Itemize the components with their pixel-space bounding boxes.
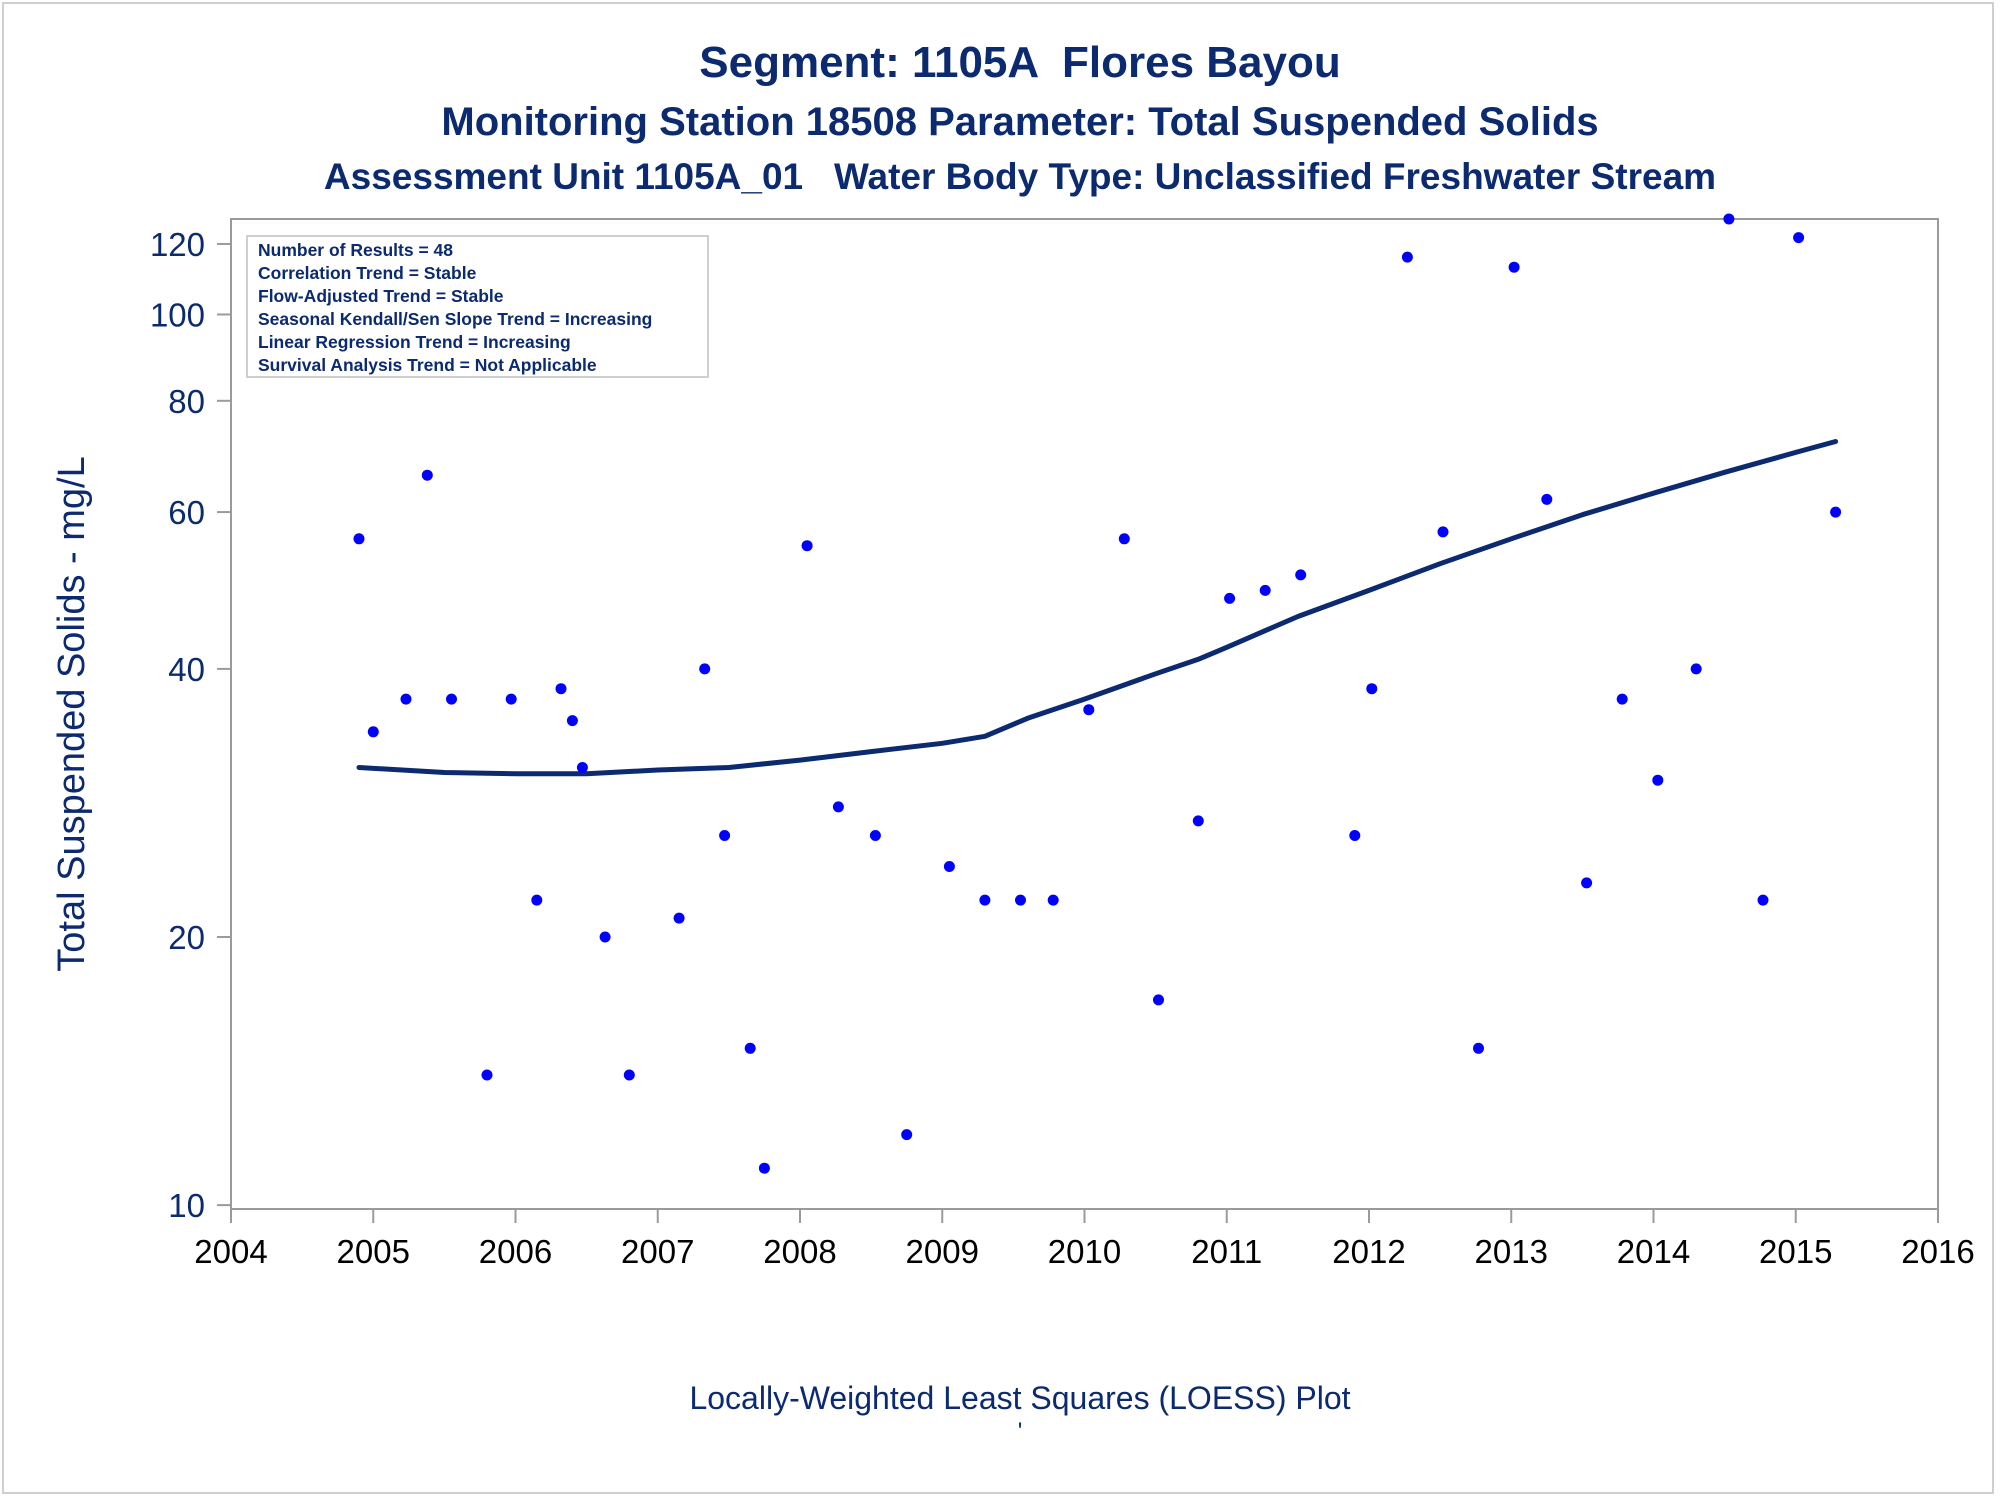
data-point xyxy=(1473,1042,1484,1054)
x-tick-label: 2006 xyxy=(479,1233,552,1270)
x-tick-label: 2009 xyxy=(906,1233,979,1270)
data-point xyxy=(1224,592,1236,604)
data-point xyxy=(832,801,844,813)
data-point xyxy=(1083,704,1095,716)
data-point xyxy=(1295,569,1307,581)
y-tick-label: 20 xyxy=(168,919,205,956)
data-point xyxy=(531,894,543,906)
data-points xyxy=(353,213,1842,1174)
stats-line: Number of Results = 48 xyxy=(258,240,453,260)
y-axis: 10 20 40 60 80 100 120 xyxy=(150,226,231,1224)
footer-caption: Locally-Weighted Least Squares (LOESS) P… xyxy=(689,1380,1351,1416)
x-axis: 2004 2005 2006 2007 2008 2009 2010 2011 2012 2013… xyxy=(194,1209,1975,1270)
stats-line: Flow-Adjusted Trend = Stable xyxy=(258,286,504,306)
loess-curve xyxy=(356,439,1839,777)
data-point xyxy=(1192,815,1204,827)
x-tick-label: 2008 xyxy=(763,1233,836,1270)
data-point xyxy=(367,726,379,738)
data-point xyxy=(599,931,611,943)
y-tick-label: 10 xyxy=(168,1187,205,1224)
x-tick-label: 2014 xyxy=(1617,1233,1690,1270)
data-point xyxy=(1259,584,1271,596)
footer-mark: ' xyxy=(1017,1418,1023,1445)
data-point xyxy=(1541,493,1553,505)
data-point xyxy=(400,693,412,705)
data-point xyxy=(1153,994,1164,1006)
data-point xyxy=(1015,894,1026,906)
data-point xyxy=(719,830,731,841)
loess-curve-group xyxy=(356,439,1839,777)
data-point xyxy=(801,540,813,552)
data-point xyxy=(1616,693,1628,705)
data-point xyxy=(1401,251,1413,263)
stats-line: Seasonal Kendall/Sen Slope Trend = Incre… xyxy=(258,309,652,329)
data-point xyxy=(566,715,578,727)
x-tick-label: 2005 xyxy=(337,1233,410,1270)
data-point xyxy=(979,894,991,906)
y-tick-label: 120 xyxy=(150,226,205,263)
data-point xyxy=(446,693,457,705)
data-point xyxy=(623,1069,635,1081)
data-point xyxy=(699,663,711,675)
data-point xyxy=(353,533,365,545)
data-point xyxy=(1366,683,1378,695)
data-point xyxy=(1508,261,1520,273)
data-point xyxy=(481,1069,493,1081)
data-point xyxy=(1723,213,1735,225)
stats-box: Number of Results = 48 Correlation Trend … xyxy=(246,235,709,378)
x-tick-label: 2015 xyxy=(1759,1233,1832,1270)
data-point xyxy=(1047,894,1059,906)
data-point xyxy=(744,1042,756,1054)
data-point xyxy=(505,693,517,705)
data-point xyxy=(421,469,433,481)
data-point xyxy=(758,1162,770,1174)
data-point xyxy=(555,683,567,695)
data-point xyxy=(1830,506,1842,518)
x-tick-label: 2011 xyxy=(1191,1233,1262,1270)
data-point xyxy=(869,830,881,841)
y-tick-label: 40 xyxy=(168,651,205,688)
data-point xyxy=(673,912,685,924)
stats-line: Correlation Trend = Stable xyxy=(258,263,477,283)
data-point xyxy=(576,762,588,773)
data-point xyxy=(1652,774,1664,786)
y-tick-label: 100 xyxy=(150,296,205,333)
data-point xyxy=(1690,663,1702,675)
stats-box-border xyxy=(246,235,709,378)
data-point xyxy=(1793,232,1805,244)
data-point xyxy=(1757,894,1769,906)
chart-title: Segment: 1105A Flores Bayou xyxy=(699,38,1341,87)
x-tick-label: 2012 xyxy=(1332,1233,1405,1270)
y-tick-label: 60 xyxy=(168,494,205,531)
chart-subtitle-assessment: Assessment Unit 1105A_01 Water Body Type… xyxy=(323,156,1717,197)
x-tick-label: 2004 xyxy=(194,1233,267,1270)
data-point xyxy=(901,1129,913,1141)
x-tick-label: 2016 xyxy=(1901,1233,1974,1270)
data-point xyxy=(1581,877,1593,889)
data-point xyxy=(1437,526,1449,538)
data-point xyxy=(1118,533,1130,545)
chart-subtitle-station: Monitoring Station 18508 Parameter: Tota… xyxy=(441,100,1599,144)
data-point xyxy=(943,861,955,872)
x-tick-label: 2013 xyxy=(1475,1233,1548,1270)
stats-line: Survival Analysis Trend = Not Applicable xyxy=(258,355,597,375)
y-axis-label: Total Suspended Solids - mg/L xyxy=(51,456,93,971)
y-tick-label: 80 xyxy=(168,383,205,420)
data-point xyxy=(1349,830,1361,841)
x-tick-label: 2007 xyxy=(621,1233,694,1270)
x-tick-label: 2010 xyxy=(1048,1233,1121,1270)
stats-line: Linear Regression Trend = Increasing xyxy=(258,332,571,352)
